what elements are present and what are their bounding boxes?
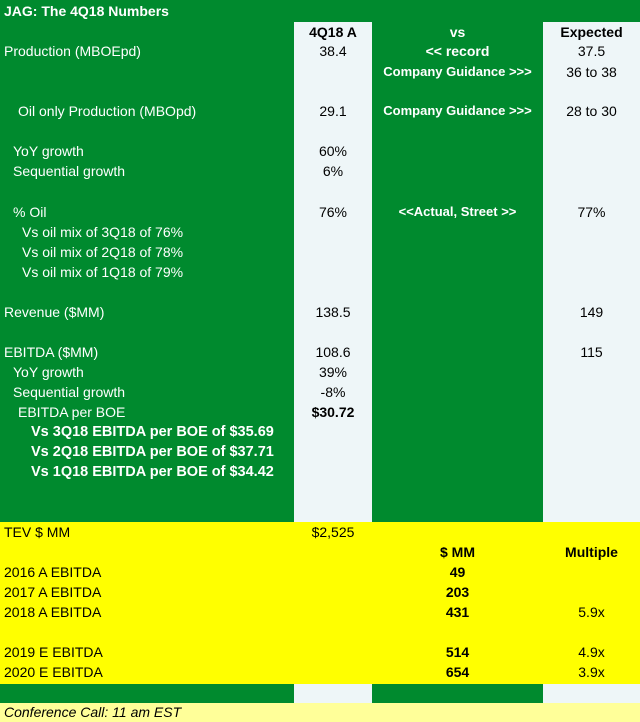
row-expected: 37.5 <box>577 43 606 59</box>
valuation-mm: 203 <box>445 584 470 600</box>
expected-column-bg <box>543 22 640 522</box>
header-actual: 4Q18 A <box>309 24 357 40</box>
row-vs: << record <box>425 43 490 59</box>
row-actual: 108.6 <box>315 344 351 360</box>
row-label: Oil only Production (MBOpd) <box>18 103 197 119</box>
expected-column-bottom <box>543 684 640 703</box>
row-label: Vs 2Q18 EBITDA per BOE of $37.71 <box>31 444 274 460</box>
row-vs: <<Actual, Street >> <box>398 204 517 219</box>
row-label: Sequential growth <box>13 163 126 179</box>
row-actual: 6% <box>322 163 344 179</box>
valuation-multiple: 4.9x <box>578 644 605 660</box>
valuation-label: 2017 A EBITDA <box>4 584 102 600</box>
row-label: Vs 1Q18 EBITDA per BOE of $34.42 <box>31 464 274 480</box>
valuation-label: 2019 E EBITDA <box>4 644 103 660</box>
footer-bar <box>0 703 640 722</box>
row-actual: 38.4 <box>319 43 347 59</box>
multiple-header: Multiple <box>565 544 618 560</box>
valuation-label: 2020 E EBITDA <box>4 664 103 680</box>
row-label: Vs oil mix of 3Q18 of 76% <box>22 224 184 240</box>
valuation-mm: 49 <box>449 564 466 580</box>
row-label: Sequential growth <box>13 384 126 400</box>
row-actual: 39% <box>318 364 348 380</box>
tev-label: TEV $ MM <box>4 524 71 540</box>
header-expected: Expected <box>560 24 623 40</box>
row-vs: Company Guidance >>> <box>383 64 532 79</box>
valuation-label: 2016 A EBITDA <box>4 564 102 580</box>
row-label: Revenue ($MM) <box>4 304 105 320</box>
tev-value: $2,525 <box>311 524 355 540</box>
valuation-multiple: 3.9x <box>578 664 605 680</box>
row-actual: -8% <box>320 384 346 400</box>
row-actual: 60% <box>318 143 348 159</box>
valuation-multiple: 5.9x <box>578 604 605 620</box>
row-vs: Company Guidance >>> <box>383 103 532 118</box>
valuation-mm: 431 <box>445 604 470 620</box>
row-expected: 28 to 30 <box>566 103 617 119</box>
row-expected: 77% <box>577 204 606 220</box>
mm-header: $ MM <box>440 544 475 560</box>
row-actual: $30.72 <box>311 404 355 420</box>
footer-note: Conference Call: 11 am EST <box>4 704 182 720</box>
row-label: Vs oil mix of 1Q18 of 79% <box>22 264 184 280</box>
page-title: JAG: The 4Q18 Numbers <box>4 3 169 19</box>
row-expected: 115 <box>580 344 603 360</box>
row-expected: 149 <box>579 304 604 320</box>
valuation-label: 2018 A EBITDA <box>4 604 102 620</box>
row-label: EBITDA per BOE <box>18 404 126 420</box>
row-label: Production (MBOEpd) <box>4 43 141 59</box>
valuation-mm: 514 <box>445 644 470 660</box>
row-expected: 36 to 38 <box>566 64 617 80</box>
row-actual: 76% <box>318 204 348 220</box>
row-label: % Oil <box>13 204 47 220</box>
yellow-section <box>0 522 640 684</box>
row-label: YoY growth <box>13 364 84 380</box>
actual-column-bg <box>294 22 372 522</box>
header-vs: vs <box>449 24 466 40</box>
valuation-mm: 654 <box>445 664 470 680</box>
row-actual: 29.1 <box>319 103 347 119</box>
row-label: Vs oil mix of 2Q18 of 78% <box>22 244 184 260</box>
row-label: YoY growth <box>13 143 84 159</box>
actual-column-bottom <box>294 684 372 703</box>
row-actual: 138.5 <box>315 304 351 320</box>
row-label: EBITDA ($MM) <box>4 344 99 360</box>
row-label: Vs 3Q18 EBITDA per BOE of $35.69 <box>31 424 274 440</box>
